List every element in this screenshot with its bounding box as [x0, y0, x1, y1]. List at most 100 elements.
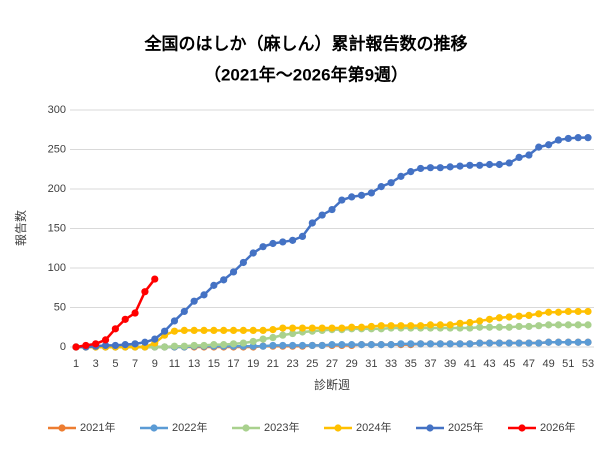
- x-axis-label: 診断週: [314, 377, 350, 392]
- point: [210, 281, 218, 289]
- point: [564, 134, 572, 143]
- point: [357, 191, 366, 199]
- point: [387, 341, 395, 349]
- point: [505, 159, 513, 167]
- point: [289, 324, 297, 332]
- x-tick-label: 11: [169, 358, 180, 370]
- x-tick-label: 47: [523, 358, 535, 370]
- point: [200, 326, 208, 335]
- point: [495, 160, 503, 169]
- point: [348, 341, 356, 349]
- point: [426, 340, 435, 348]
- point: [446, 340, 454, 348]
- x-tick-label: 33: [385, 358, 397, 370]
- point: [387, 322, 395, 330]
- point: [249, 326, 257, 335]
- legend-marker: [150, 424, 158, 432]
- point: [229, 268, 238, 276]
- point: [131, 340, 139, 348]
- point: [308, 341, 316, 350]
- point: [161, 327, 169, 335]
- point: [535, 339, 543, 347]
- point: [476, 317, 484, 325]
- point: [485, 339, 494, 347]
- point: [298, 324, 307, 332]
- point: [535, 322, 543, 330]
- x-tick-label: 49: [542, 358, 554, 370]
- point: [456, 319, 464, 327]
- point: [485, 323, 494, 331]
- x-tick-label: 9: [152, 358, 158, 370]
- x-tick-label: 15: [208, 358, 220, 370]
- point: [72, 343, 80, 351]
- point: [308, 324, 316, 332]
- legend-marker: [58, 424, 66, 432]
- point: [328, 205, 336, 214]
- x-tick-label: 1: [73, 358, 79, 370]
- point: [436, 340, 444, 348]
- point: [377, 341, 385, 349]
- legend-marker: [426, 424, 434, 432]
- y-tick-label: 150: [48, 222, 66, 234]
- point: [476, 323, 484, 331]
- point: [328, 324, 336, 332]
- point: [407, 322, 415, 330]
- point: [289, 236, 297, 244]
- point: [367, 341, 375, 349]
- legend-label: 2026年: [540, 420, 575, 434]
- point: [446, 321, 454, 329]
- point: [564, 321, 572, 329]
- point: [151, 275, 159, 283]
- point: [190, 326, 198, 335]
- point: [111, 341, 119, 350]
- y-tick-label: 100: [48, 262, 66, 274]
- point: [279, 324, 287, 332]
- point: [249, 337, 257, 346]
- point: [279, 238, 287, 246]
- point: [545, 338, 553, 346]
- point: [269, 341, 277, 350]
- point: [446, 163, 454, 171]
- point: [466, 340, 474, 348]
- x-tick-label: 29: [346, 358, 358, 370]
- x-tick-label: 7: [132, 358, 138, 370]
- legend-marker: [518, 424, 526, 432]
- x-tick-label: 25: [306, 358, 318, 370]
- point: [220, 341, 228, 349]
- x-tick-label: 39: [444, 358, 456, 370]
- x-tick-label: 43: [483, 358, 495, 370]
- point: [289, 329, 297, 338]
- point: [367, 189, 375, 197]
- point: [239, 258, 247, 267]
- point: [584, 338, 592, 346]
- point: [269, 239, 277, 248]
- point: [249, 249, 257, 257]
- y-tick-label: 0: [60, 341, 66, 353]
- point: [456, 340, 464, 348]
- point: [170, 342, 179, 350]
- point: [417, 340, 425, 348]
- point: [525, 311, 533, 319]
- point: [505, 313, 513, 321]
- point: [377, 183, 385, 191]
- point: [141, 338, 149, 346]
- x-tick-label: 17: [227, 358, 239, 370]
- x-tick-label: 41: [464, 358, 476, 370]
- point: [456, 162, 464, 170]
- point: [210, 326, 218, 335]
- y-tick-label: 50: [54, 301, 66, 313]
- point: [505, 323, 513, 331]
- point: [584, 321, 592, 329]
- point: [574, 134, 582, 142]
- point: [239, 339, 247, 347]
- point: [554, 136, 563, 144]
- point: [308, 219, 316, 227]
- x-tick-label: 5: [112, 358, 118, 370]
- x-tick-label: 31: [365, 358, 377, 370]
- point: [495, 323, 503, 331]
- point: [190, 297, 198, 305]
- point: [121, 341, 129, 349]
- point: [200, 291, 208, 299]
- legend-label: 2023年: [264, 420, 299, 434]
